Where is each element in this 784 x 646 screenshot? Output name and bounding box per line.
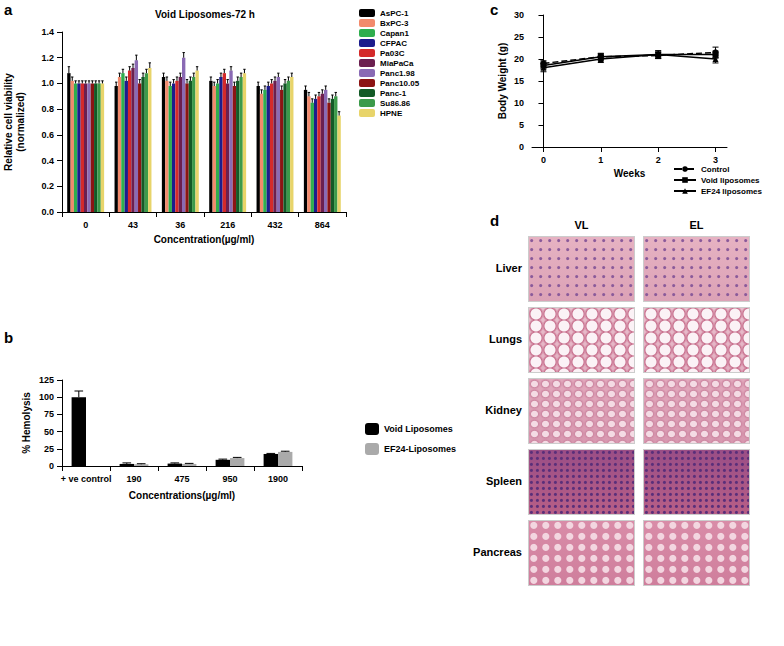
svg-text:HPNE: HPNE (380, 109, 403, 118)
svg-text:MiaPaCa: MiaPaCa (380, 59, 414, 68)
svg-text:25: 25 (44, 444, 54, 454)
svg-text:100: 100 (39, 392, 54, 402)
svg-text:1.2: 1.2 (41, 53, 54, 63)
svg-text:25: 25 (514, 32, 524, 42)
svg-text:Capan1: Capan1 (380, 29, 409, 38)
html-text:EL: EL (689, 219, 704, 231)
html-text:Liver: Liver (495, 262, 522, 274)
svg-text:+ ve control: + ve control (61, 474, 112, 484)
svg-text:3: 3 (713, 155, 718, 165)
svg-text:0.6: 0.6 (41, 130, 54, 140)
svg-text:0.0: 0.0 (41, 207, 54, 217)
svg-text:10: 10 (514, 98, 524, 108)
svg-text:Void liposomes: Void liposomes (701, 176, 760, 185)
svg-text:b: b (4, 329, 13, 346)
html-text:Kidney: Kidney (485, 404, 522, 416)
svg-text:216: 216 (220, 220, 235, 230)
svg-text:AsPC-1: AsPC-1 (380, 9, 409, 18)
html-text:Pancreas: Pancreas (473, 546, 522, 558)
svg-text:0: 0 (541, 155, 546, 165)
svg-text:864: 864 (315, 220, 330, 230)
html-text:VL: VL (574, 219, 589, 231)
svg-text:432: 432 (267, 220, 282, 230)
svg-text:43: 43 (128, 220, 138, 230)
svg-text:Relative cell viability: Relative cell viability (3, 73, 14, 171)
svg-text:950: 950 (222, 474, 237, 484)
svg-text:0: 0 (519, 142, 524, 152)
svg-text:EF24-Liposomes: EF24-Liposomes (384, 444, 456, 454)
svg-text:0.4: 0.4 (41, 156, 54, 166)
svg-text:125: 125 (39, 375, 54, 385)
svg-text:Void Liposomes: Void Liposomes (384, 424, 453, 434)
svg-text:BxPC-3: BxPC-3 (380, 19, 409, 28)
svg-text:1900: 1900 (268, 474, 288, 484)
svg-text:EF24 liposomes: EF24 liposomes (701, 187, 762, 196)
svg-text:Panc10.05: Panc10.05 (380, 79, 420, 88)
svg-text:190: 190 (126, 474, 141, 484)
svg-text:50: 50 (44, 427, 54, 437)
svg-text:0.8: 0.8 (41, 104, 54, 114)
svg-text:(normalized): (normalized) (15, 92, 26, 151)
svg-text:a: a (4, 1, 13, 18)
svg-text:30: 30 (514, 10, 524, 20)
svg-text:75: 75 (44, 409, 54, 419)
svg-text:Concentration(µg/ml): Concentration(µg/ml) (154, 234, 255, 245)
svg-text:1: 1 (598, 155, 603, 165)
svg-text:2: 2 (656, 155, 661, 165)
svg-text:5: 5 (519, 120, 524, 130)
svg-text:1.0: 1.0 (41, 78, 54, 88)
svg-text:Control: Control (701, 165, 729, 174)
svg-text:Concentrations(µg/ml): Concentrations(µg/ml) (129, 490, 235, 501)
svg-text:% Hemolysis: % Hemolysis (21, 392, 32, 454)
svg-text:Weeks: Weeks (614, 168, 646, 179)
html-text:d: d (490, 212, 500, 229)
svg-text:Su86.86: Su86.86 (380, 99, 411, 108)
svg-text:36: 36 (175, 220, 185, 230)
svg-text:0.2: 0.2 (41, 181, 54, 191)
svg-text:c: c (490, 1, 498, 18)
svg-text:15: 15 (514, 76, 524, 86)
svg-text:CFPAC: CFPAC (380, 39, 407, 48)
html-text:Spleen: Spleen (485, 475, 522, 487)
html-text:Lungs: Lungs (489, 333, 522, 345)
svg-text:Pa03C: Pa03C (380, 49, 405, 58)
svg-text:0: 0 (49, 461, 54, 471)
svg-text:0: 0 (83, 220, 88, 230)
svg-text:Panc1.98: Panc1.98 (380, 69, 415, 78)
svg-text:Panc-1: Panc-1 (380, 89, 407, 98)
svg-text:Void Liposomes-72 h: Void Liposomes-72 h (155, 9, 255, 20)
svg-text:1.4: 1.4 (41, 27, 54, 37)
svg-text:20: 20 (514, 54, 524, 64)
svg-text:Body Weight (g): Body Weight (g) (497, 43, 508, 119)
svg-text:475: 475 (174, 474, 189, 484)
